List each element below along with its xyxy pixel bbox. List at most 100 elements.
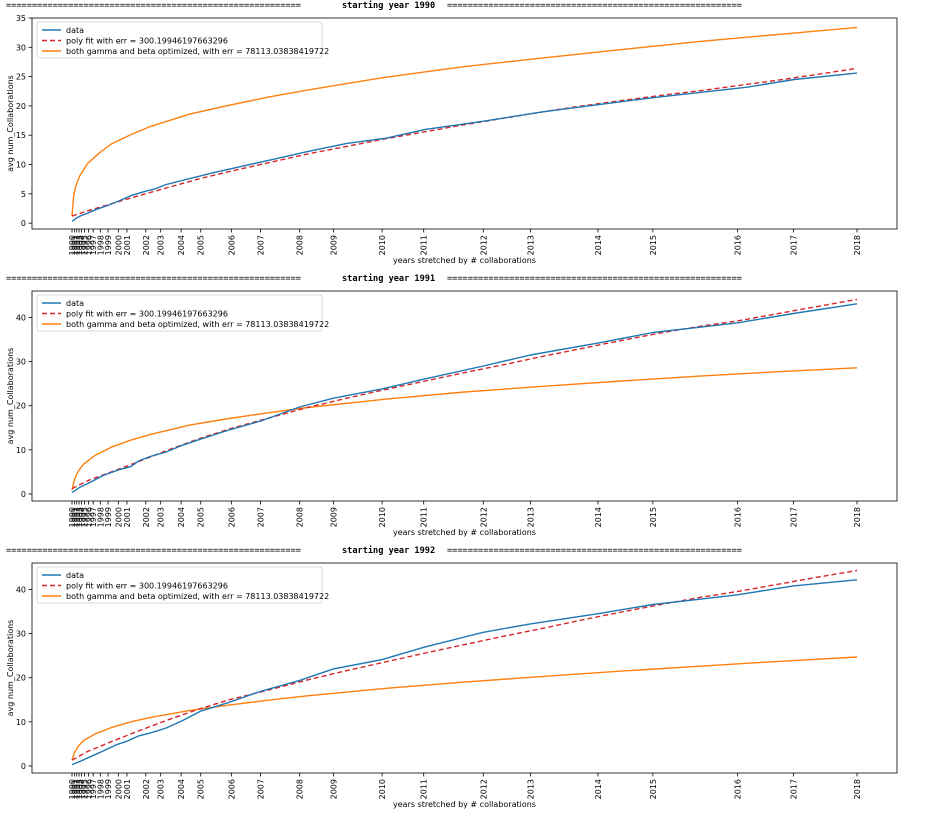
x-tick-label: 2013	[526, 507, 535, 527]
banner-sep-right: ========================================…	[447, 546, 742, 556]
x-tick-label: 1994	[77, 507, 86, 527]
x-tick-label: 2007	[256, 779, 265, 799]
x-tick-label: 1990	[68, 235, 77, 255]
x-tick-label: 2012	[479, 235, 488, 255]
x-tick-label: 2006	[227, 507, 236, 527]
series-line-data	[71, 579, 858, 766]
chart-panel-1990: 0510152025303519901991199219931994199519…	[6, 14, 898, 265]
legend-label-gamma: both gamma and beta optimized, with err …	[66, 320, 329, 329]
x-tick-label: 2013	[526, 779, 535, 799]
x-tick-label: 1990	[68, 779, 77, 799]
y-tick-label: 30	[16, 358, 26, 367]
banner-sep-right: ========================================…	[447, 274, 742, 284]
series-line-data	[71, 303, 858, 494]
x-tick-label: 1991	[70, 507, 79, 527]
series-line-poly	[71, 569, 858, 761]
x-tick-label: 2014	[594, 779, 603, 799]
x-tick-label: 2005	[197, 235, 206, 255]
x-tick-label: 1990	[68, 507, 77, 527]
x-tick-label: 2003	[157, 235, 166, 255]
y-axis-label: avg num_Collaborations	[6, 620, 15, 717]
y-tick-label: 0	[21, 219, 26, 228]
x-tick-label: 2001	[123, 235, 132, 255]
x-tick-label: 1992	[73, 779, 82, 799]
legend-label-poly: poly fit with err = 300.19946197663296	[66, 37, 228, 46]
x-tick-label: 1991	[70, 235, 79, 255]
plot-frame	[31, 290, 898, 502]
x-tick-label: 2003	[157, 779, 166, 799]
x-tick-label: 2000	[114, 235, 123, 255]
x-tick-label: 2016	[734, 235, 743, 255]
y-tick-label: 30	[16, 43, 26, 52]
legend-label-poly: poly fit with err = 300.19946197663296	[66, 582, 228, 591]
y-tick-label: 15	[16, 131, 26, 140]
x-tick-label: 1998	[96, 235, 105, 255]
banner-1990: ========================================…	[0, 1, 949, 15]
y-tick-label: 20	[16, 102, 26, 111]
series-line-gamma	[71, 656, 858, 761]
x-tick-label: 2006	[227, 235, 236, 255]
x-tick-label: 1995	[81, 779, 90, 799]
x-tick-label: 1999	[104, 779, 113, 799]
x-tick-label: 2011	[420, 779, 429, 799]
x-tick-label: 2008	[296, 235, 305, 255]
plot-frame	[31, 562, 898, 774]
y-tick-label: 20	[16, 674, 26, 683]
x-tick-label: 1997	[89, 507, 98, 527]
x-tick-label: 2013	[526, 235, 535, 255]
x-tick-label: 2011	[420, 235, 429, 255]
series-line-gamma	[71, 26, 858, 217]
y-tick-label: 30	[16, 630, 26, 639]
y-tick-label: 0	[21, 762, 26, 771]
x-tick-label: 1991	[70, 779, 79, 799]
x-tick-label: 2016	[734, 779, 743, 799]
x-tick-label: 2002	[142, 779, 151, 799]
series-line-gamma	[71, 367, 858, 491]
x-tick-label: 1995	[81, 235, 90, 255]
x-tick-label: 2018	[853, 779, 862, 799]
x-axis-label: years stretched by # collaborations	[393, 528, 536, 537]
y-axis-label: avg num_Collaborations	[6, 348, 15, 445]
legend-label-data: data	[66, 299, 84, 308]
x-tick-label: 1998	[96, 507, 105, 527]
x-tick-label: 2002	[142, 507, 151, 527]
x-tick-label: 2015	[649, 507, 658, 527]
x-tick-label: 2009	[329, 779, 338, 799]
x-tick-label: 1998	[96, 779, 105, 799]
x-tick-label: 2017	[789, 507, 798, 527]
x-tick-label: 2001	[123, 507, 132, 527]
x-tick-label: 2000	[114, 779, 123, 799]
x-tick-label: 1993	[75, 507, 84, 527]
legend-box	[36, 294, 323, 332]
y-tick-label: 20	[16, 402, 26, 411]
x-tick-label: 1997	[89, 235, 98, 255]
x-tick-label: 2016	[734, 507, 743, 527]
x-tick-label: 2003	[157, 507, 166, 527]
x-tick-label: 1996	[84, 779, 93, 799]
banner-sep-left: ========================================…	[6, 546, 301, 556]
x-tick-label: 2008	[296, 507, 305, 527]
banner-title: starting year 1992	[342, 546, 436, 556]
x-tick-label: 2018	[853, 235, 862, 255]
x-tick-label: 2018	[853, 507, 862, 527]
x-tick-label: 2008	[296, 779, 305, 799]
x-tick-label: 2004	[177, 779, 186, 799]
x-tick-label: 1992	[73, 235, 82, 255]
x-axis-label: years stretched by # collaborations	[393, 256, 536, 265]
x-tick-label: 2000	[114, 507, 123, 527]
x-tick-label: 2010	[378, 507, 387, 527]
x-tick-label: 2012	[479, 507, 488, 527]
x-tick-label: 1997	[89, 779, 98, 799]
legend-label-data: data	[66, 26, 84, 35]
x-tick-label: 2017	[789, 779, 798, 799]
x-tick-label: 1994	[77, 779, 86, 799]
x-tick-label: 1992	[73, 507, 82, 527]
legend-label-gamma: both gamma and beta optimized, with err …	[66, 47, 329, 56]
x-tick-label: 2004	[177, 235, 186, 255]
x-tick-label: 2015	[649, 235, 658, 255]
y-tick-label: 10	[16, 446, 26, 455]
x-tick-label: 2004	[177, 507, 186, 527]
x-tick-label: 2007	[256, 507, 265, 527]
x-tick-label: 2014	[594, 507, 603, 527]
x-tick-label: 1993	[75, 235, 84, 255]
